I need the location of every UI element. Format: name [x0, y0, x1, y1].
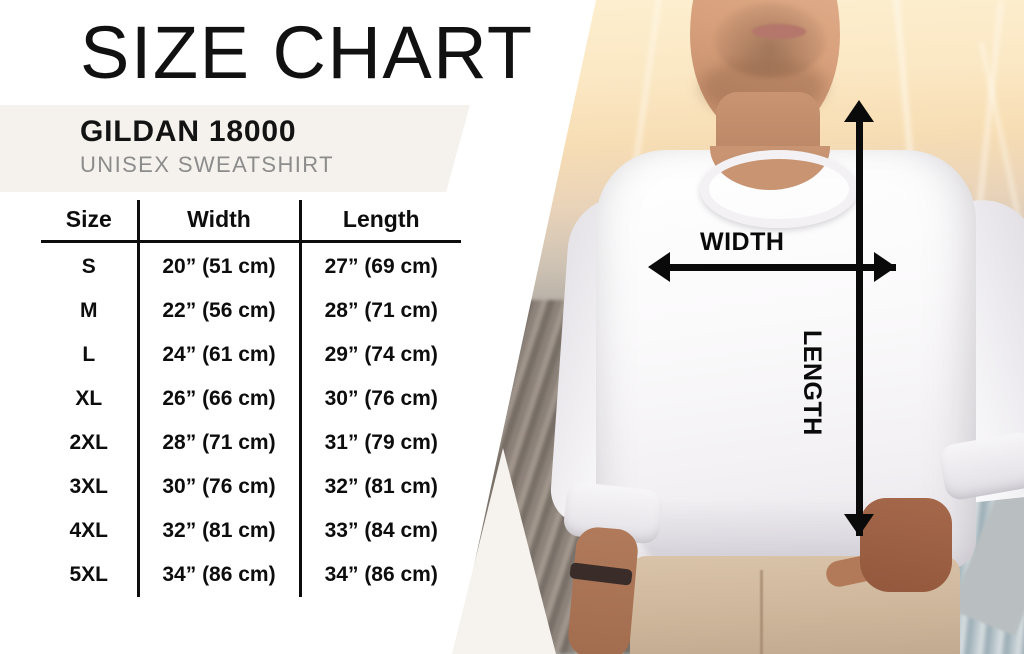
- brand-band: [0, 105, 470, 192]
- table-row: XL 26” (66 cm) 30” (76 cm): [41, 377, 461, 421]
- table-row: 4XL 32” (81 cm) 33” (84 cm): [41, 509, 461, 553]
- garment-type: UNISEX SWEATSHIRT: [80, 152, 335, 177]
- cell-width: 20” (51 cm): [138, 241, 302, 289]
- column-header-width: Width: [138, 200, 302, 242]
- size-table-body: S 20” (51 cm) 27” (69 cm) M 22” (56 cm) …: [41, 241, 461, 597]
- table-header-row: Size Width Length: [41, 200, 461, 242]
- cell-width: 26” (66 cm): [138, 377, 302, 421]
- cell-length: 29” (74 cm): [324, 343, 438, 366]
- length-arrow-head-bottom-icon: [844, 514, 874, 536]
- cell-size: 2XL: [41, 421, 140, 465]
- cell-length: 34” (86 cm): [324, 563, 438, 586]
- cell-length: 31” (79 cm): [324, 431, 438, 454]
- column-header-size: Size: [41, 200, 140, 242]
- sweatshirt-collar: [700, 150, 858, 228]
- model-left-forearm: [566, 525, 640, 654]
- table-row: 5XL 34” (86 cm) 34” (86 cm): [41, 553, 461, 597]
- length-arrow-head-top-icon: [844, 100, 874, 122]
- width-arrow-head-left-icon: [648, 252, 670, 282]
- cell-length: 30” (76 cm): [324, 387, 438, 410]
- table-row: 3XL 30” (76 cm) 32” (81 cm): [41, 465, 461, 509]
- size-table-head: Size Width Length: [41, 200, 461, 242]
- cell-length: 27” (69 cm): [324, 255, 438, 278]
- table-row: L 24” (61 cm) 29” (74 cm): [41, 333, 461, 377]
- cell-size: S: [41, 241, 140, 289]
- table-row: 2XL 28” (71 cm) 31” (79 cm): [41, 421, 461, 465]
- cell-width: 28” (71 cm): [138, 421, 302, 465]
- length-label: LENGTH: [798, 330, 826, 436]
- cell-length: 32” (81 cm): [324, 475, 438, 498]
- size-table-wrapper: Size Width Length S 20” (51 cm) 27” (69 …: [41, 200, 461, 597]
- cell-size: XL: [41, 377, 140, 421]
- cell-width: 34” (86 cm): [138, 553, 302, 597]
- brand-name: GILDAN 18000: [80, 115, 297, 148]
- cell-length: 33” (84 cm): [324, 519, 438, 542]
- cell-size: 3XL: [41, 465, 140, 509]
- column-header-length: Length: [342, 205, 420, 232]
- model-mouth: [752, 24, 806, 39]
- model-right-hand: [860, 498, 952, 592]
- width-arrow-head-right-icon: [874, 252, 896, 282]
- cell-width: 32” (81 cm): [138, 509, 302, 553]
- cell-length: 28” (71 cm): [324, 299, 438, 322]
- table-row: S 20” (51 cm) 27” (69 cm): [41, 241, 461, 289]
- cell-width: 30” (76 cm): [138, 465, 302, 509]
- length-arrow-line: [856, 108, 863, 536]
- page-title: SIZE CHART: [80, 11, 534, 94]
- model-beard: [714, 2, 826, 78]
- cell-width: 22” (56 cm): [138, 289, 302, 333]
- size-table: Size Width Length S 20” (51 cm) 27” (69 …: [41, 200, 461, 597]
- cell-size: 5XL: [41, 553, 140, 597]
- cell-size: 4XL: [41, 509, 140, 553]
- pants-seam: [760, 570, 763, 654]
- width-label: WIDTH: [700, 228, 785, 256]
- cell-width: 24” (61 cm): [138, 333, 302, 377]
- width-arrow-line: [668, 264, 896, 271]
- table-row: M 22” (56 cm) 28” (71 cm): [41, 289, 461, 333]
- cell-size: L: [41, 333, 140, 377]
- cell-size: M: [41, 289, 140, 333]
